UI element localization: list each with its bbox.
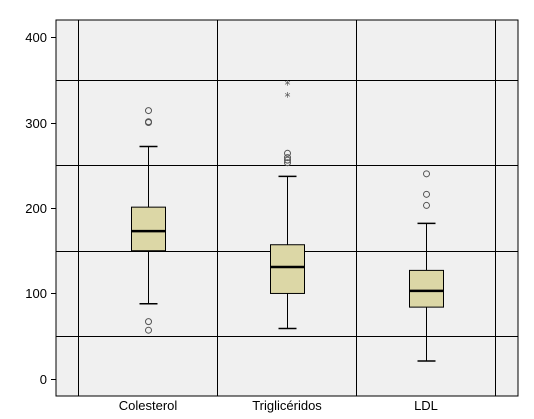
box-layer: ** [131,78,444,362]
y-tick-label-200: 200 [25,201,47,216]
y-axis: 0 100 200 300 400 [25,30,56,387]
y-tick-label-100: 100 [25,286,47,301]
box-iqr [270,244,305,294]
outlier-point [284,156,291,164]
category-label-colesterol: Colesterol [119,398,178,413]
outlier-point [145,118,152,126]
extreme-point: * [285,78,291,92]
category-label-triglic-ridos: Triglicéridos [252,398,322,413]
outlier-point [423,170,430,178]
outlier-point [423,190,430,198]
extreme-point: * [285,90,291,104]
outlier-point [423,201,430,209]
category-labels: Colesterol Triglicéridos LDL [119,398,438,413]
outlier-point [284,154,291,162]
outlier-point [145,318,152,326]
y-tick-label-400: 400 [25,30,47,45]
box-iqr [131,206,166,252]
outlier-point [284,149,291,157]
box-group-triglic-ridos: ** [270,78,305,330]
box-group-ldl [409,170,444,362]
y-tick-label-300: 300 [25,116,47,131]
box-group-colesterol [131,107,166,334]
y-tick-label-0: 0 [40,372,47,387]
outlier-point [145,107,152,115]
box-iqr [409,269,444,308]
category-label-ldl: LDL [414,398,438,413]
grid-layer [56,20,518,396]
outlier-point [145,326,152,334]
outlier-point [284,159,291,167]
